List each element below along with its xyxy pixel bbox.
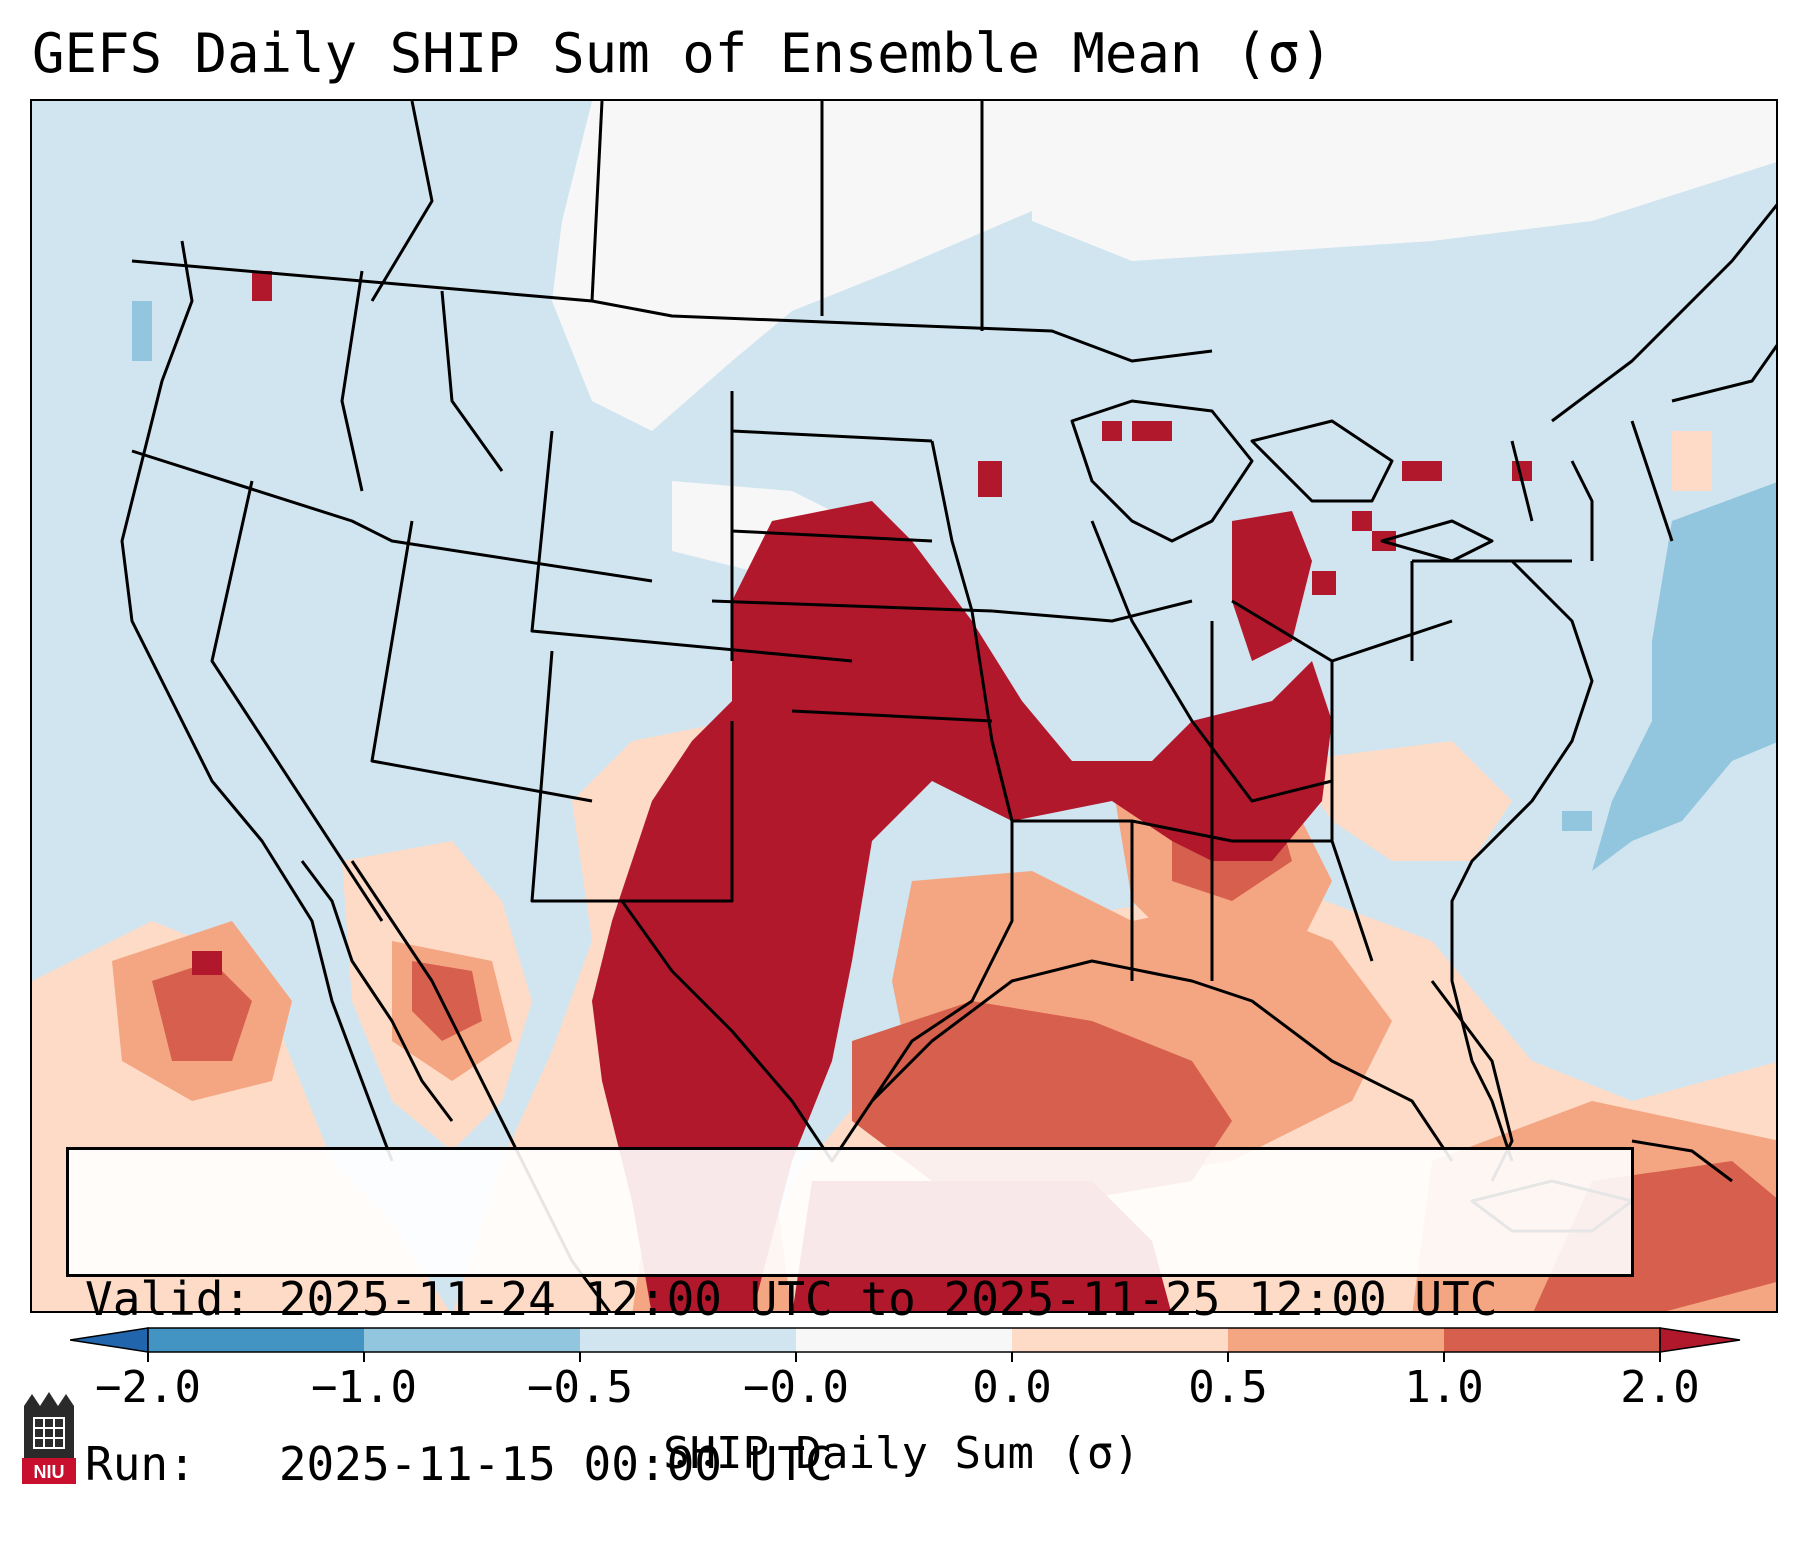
colorbar-tick-label: −0.5 [527, 1362, 633, 1413]
colorbar-bin-1 [148, 1328, 364, 1352]
colorbar-bin-2 [364, 1328, 580, 1352]
colorbar-tick-label: 0.0 [972, 1362, 1052, 1413]
run-time-text: Run: 2025-11-15 00:00 UTC [85, 1437, 833, 1491]
colorbar [70, 1327, 1741, 1362]
colorbar-bin-3 [580, 1328, 796, 1352]
page-title: GEFS Daily SHIP Sum of Ensemble Mean (σ) [32, 22, 1333, 85]
colorbar-bin-6 [1228, 1328, 1444, 1352]
geographic-outlines [120, 101, 1776, 1311]
colorbar-tick-label: 0.5 [1188, 1362, 1268, 1413]
colorbar-tick-marks [147, 1352, 1661, 1362]
colorbar-tick-label: −0.0 [743, 1362, 849, 1413]
valid-time-text: Valid: 2025-11-24 12:00 UTC to 2025-11-2… [85, 1272, 1498, 1326]
colorbar-extend-high [1659, 1327, 1741, 1353]
colorbar-tick-labels: −2.0 −1.0 −0.5 −0.0 0.0 0.5 1.0 2.0 [0, 1362, 1803, 1422]
colorbar-extend-low [70, 1327, 149, 1353]
colorbar-bin-5 [1012, 1328, 1228, 1352]
colorbar-outline [147, 1327, 1661, 1353]
colorbar-tick-label: 2.0 [1620, 1362, 1700, 1413]
university-logo-icon: NIU [22, 1392, 76, 1484]
colorbar-tick-label: −1.0 [311, 1362, 417, 1413]
colorbar-title: SHIP Daily Sum (σ) [663, 1428, 1140, 1479]
map-canvas [32, 101, 1776, 1311]
logo-text: NIU [34, 1462, 65, 1482]
colorbar-bin-4 [796, 1328, 1012, 1352]
near-zero-region [552, 101, 1776, 571]
colorbar-bin-7 [1444, 1328, 1660, 1352]
negative-anomaly-region [132, 301, 1776, 871]
colorbar-tick-label: 1.0 [1404, 1362, 1484, 1413]
colorbar-tick-label: −2.0 [95, 1362, 201, 1413]
map-panel [30, 99, 1778, 1313]
info-box: Valid: 2025-11-24 12:00 UTC to 2025-11-2… [66, 1147, 1634, 1491]
